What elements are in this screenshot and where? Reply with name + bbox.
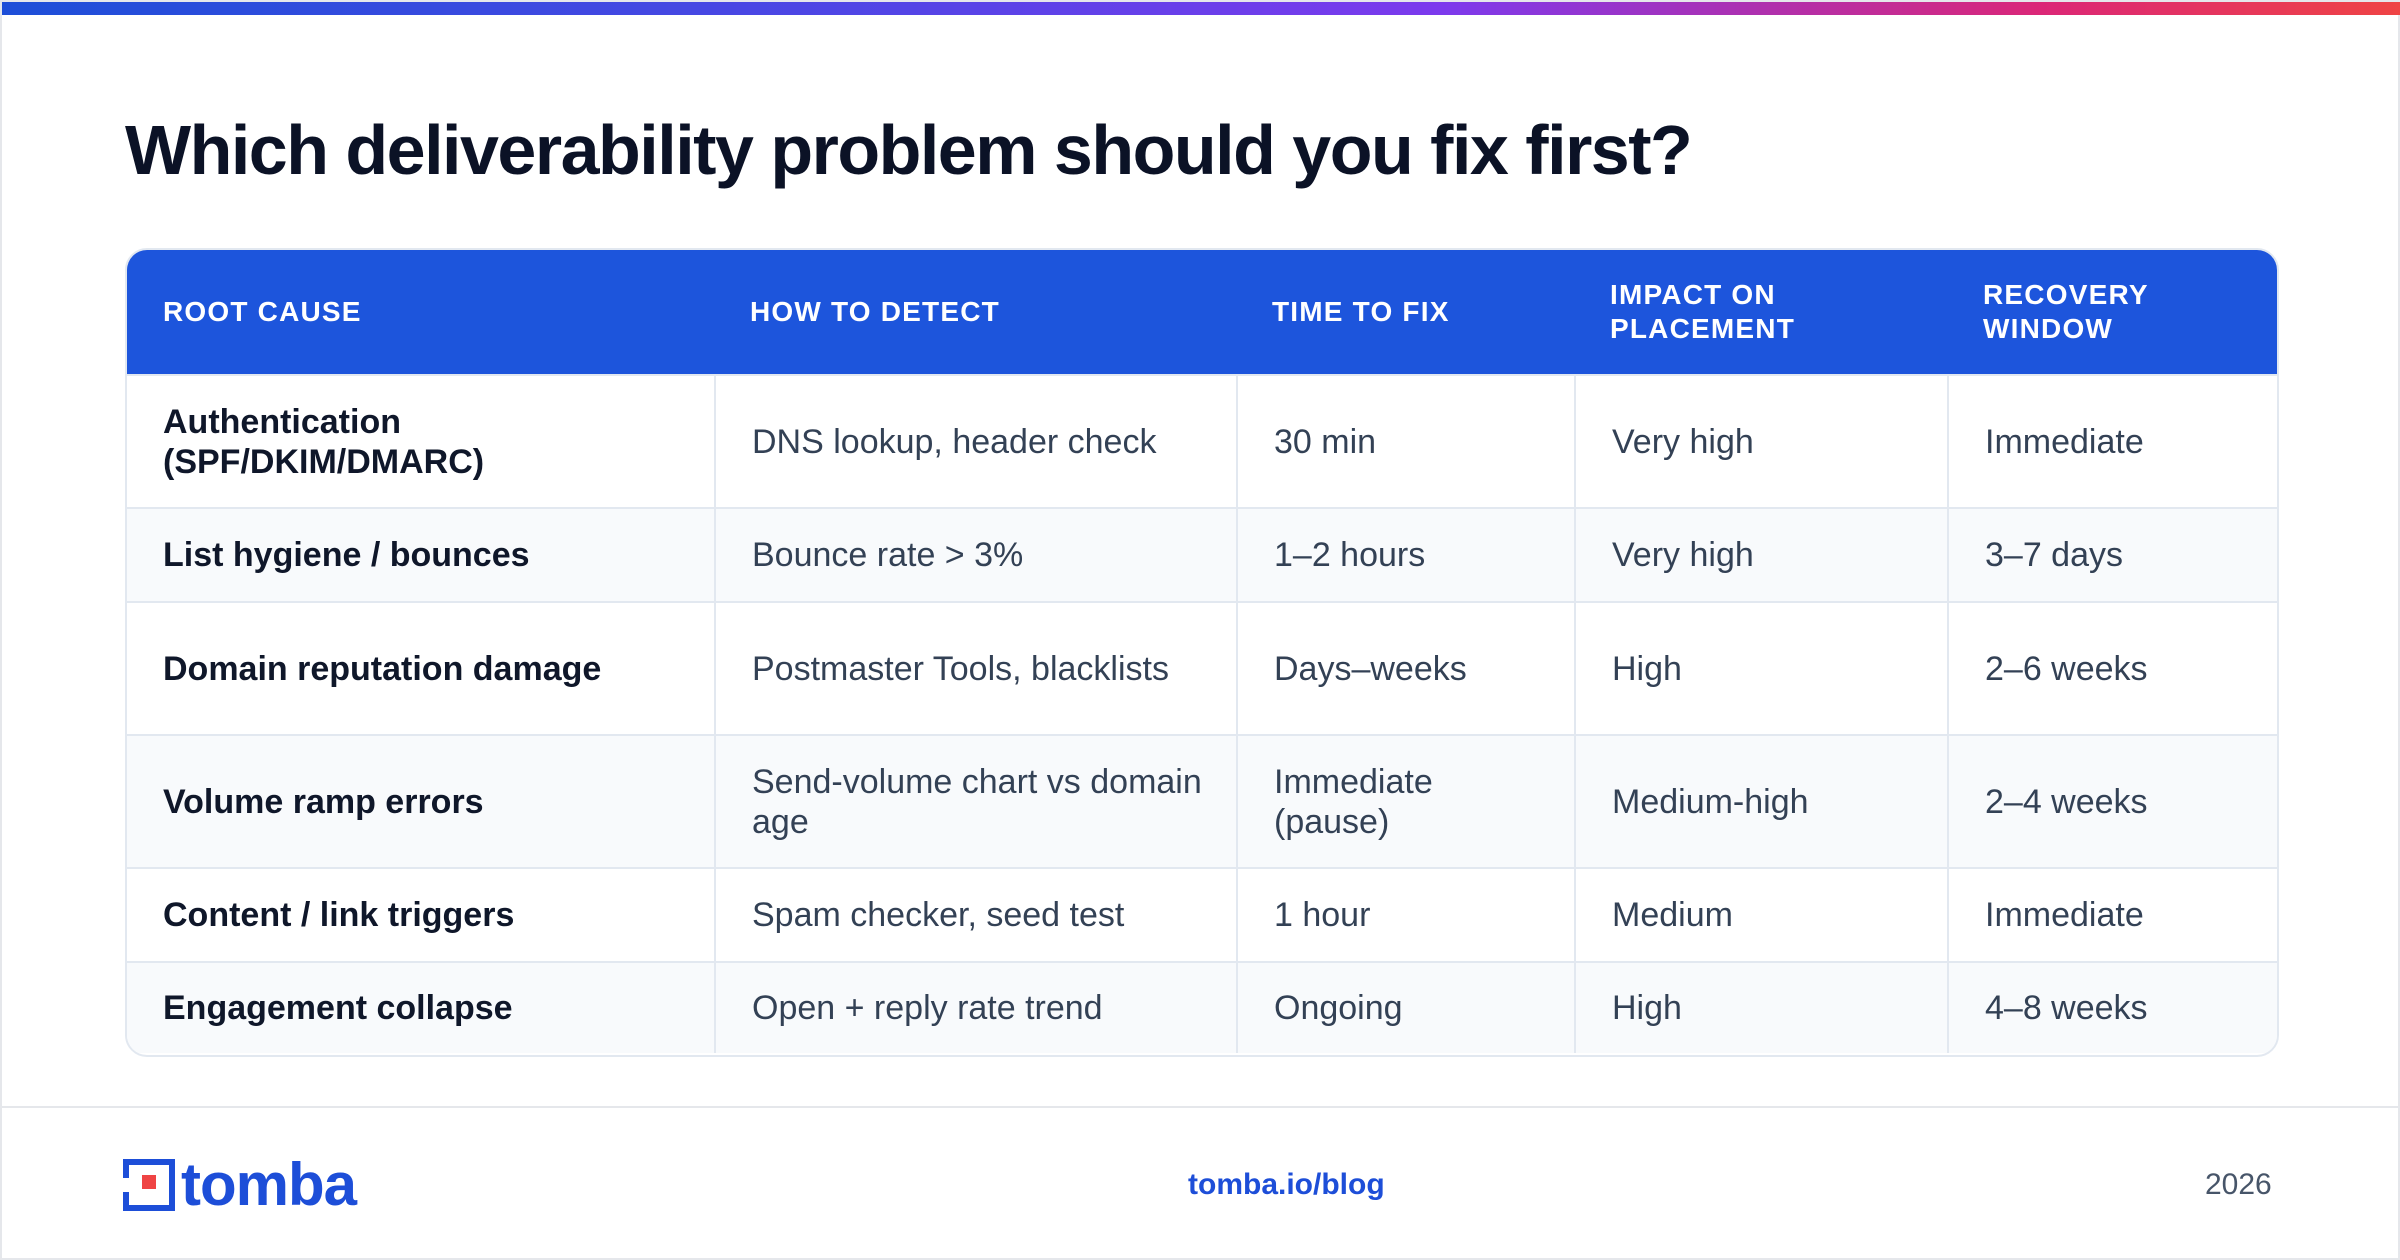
footer-divider [2, 1106, 2400, 1108]
table-cell-root-cause: Content / link triggers [163, 896, 515, 934]
table-cell-root-cause: List hygiene / bounces [163, 536, 530, 574]
table-cell-time-to-fix: Ongoing [1236, 963, 1574, 1053]
table-cell-recovery-window: Immediate [1947, 376, 2277, 507]
table-cell-root-cause: Authentication (SPF/DKIM/DMARC) [163, 402, 485, 481]
footer-year: 2026 [2205, 1168, 2272, 1201]
logo-wordmark: tomba [181, 1151, 357, 1218]
table-cell-time-to-fix: 30 min [1236, 376, 1574, 507]
table-cell-how-to-detect: Bounce rate > 3% [714, 509, 1236, 601]
table-cell-impact: Medium [1574, 869, 1947, 961]
table-cell-how-to-detect: Postmaster Tools, blacklists [714, 603, 1236, 734]
table-cell-impact: Very high [1574, 376, 1947, 507]
table-cell-root-cause: Domain reputation damage [163, 649, 602, 688]
gradient-top-bar [2, 2, 2400, 15]
table-cell-how-to-detect: DNS lookup, header check [714, 376, 1236, 507]
table-cell-how-to-detect: Spam checker, seed test [714, 869, 1236, 961]
table-row: Domain reputation damage Postmaster Tool… [127, 601, 2277, 734]
column-header-recovery-window: RECOVERY WINDOW [1983, 279, 2149, 344]
table-row: Authentication (SPF/DKIM/DMARC) DNS look… [127, 374, 2277, 507]
table-row: Content / link triggers Spam checker, se… [127, 867, 2277, 961]
table-cell-impact: High [1574, 963, 1947, 1053]
table-cell-recovery-window: Immediate [1947, 869, 2277, 961]
column-header-impact: IMPACT ON PLACEMENT [1610, 279, 1796, 344]
table-cell-recovery-window: 2–6 weeks [1947, 603, 2277, 734]
table-row: Engagement collapse Open + reply rate tr… [127, 961, 2277, 1053]
table-cell-recovery-window: 4–8 weeks [1947, 963, 2277, 1053]
table-cell-time-to-fix: 1 hour [1236, 869, 1574, 961]
column-header-time-to-fix: TIME TO FIX [1272, 296, 1450, 327]
table-cell-impact: High [1574, 603, 1947, 734]
table-row: List hygiene / bounces Bounce rate > 3% … [127, 507, 2277, 601]
comparison-table: ROOT CAUSE HOW TO DETECT TIME TO FIX IMP… [125, 248, 2279, 1057]
table-cell-how-to-detect: Send-volume chart vs domain age [714, 736, 1236, 867]
page-title: Which deliverability problem should you … [125, 111, 1693, 189]
column-header-root-cause: ROOT CAUSE [163, 296, 362, 327]
table-row: Volume ramp errors Send-volume chart vs … [127, 734, 2277, 867]
table-header-row: ROOT CAUSE HOW TO DETECT TIME TO FIX IMP… [127, 250, 2277, 374]
tomba-logo: tomba [123, 1151, 357, 1218]
table-cell-root-cause: Engagement collapse [163, 989, 513, 1027]
table-cell-impact: Medium-high [1574, 736, 1947, 867]
table-cell-time-to-fix: 1–2 hours [1236, 509, 1574, 601]
table-cell-root-cause: Volume ramp errors [163, 782, 484, 821]
table-cell-time-to-fix: Immediate (pause) [1236, 736, 1574, 867]
blog-link[interactable]: tomba.io/blog [1188, 1168, 1385, 1201]
table-cell-time-to-fix: Days–weeks [1236, 603, 1574, 734]
table-cell-recovery-window: 3–7 days [1947, 509, 2277, 601]
table-cell-how-to-detect: Open + reply rate trend [714, 963, 1236, 1053]
table-cell-impact: Very high [1574, 509, 1947, 601]
column-header-how-to-detect: HOW TO DETECT [750, 296, 1000, 327]
tomba-logo-mark-icon [123, 1159, 175, 1211]
table-cell-recovery-window: 2–4 weeks [1947, 736, 2277, 867]
